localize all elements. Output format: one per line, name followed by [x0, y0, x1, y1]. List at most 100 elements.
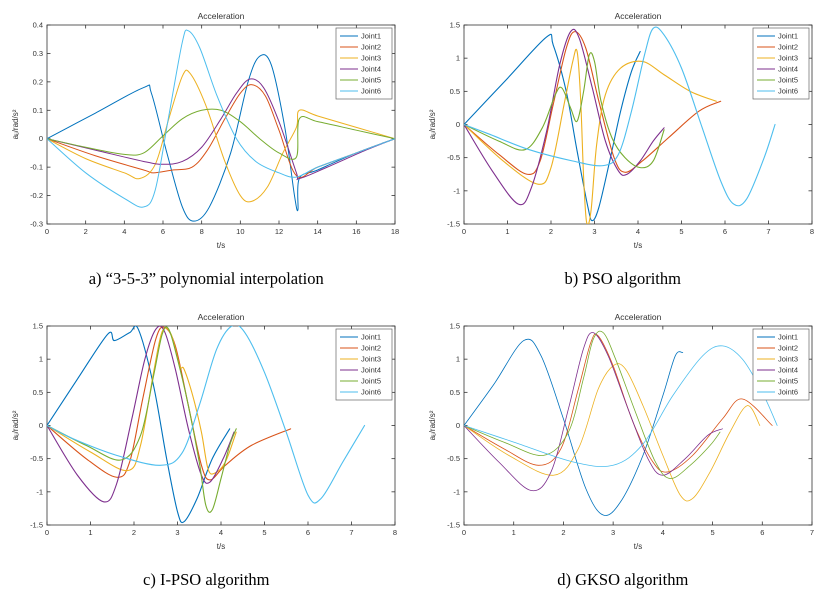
ticks-b: 0 1 2 3 4 5 6 7 8 -1.5 -1 -0.5 0 0.5 1 1.5	[447, 21, 814, 237]
svg-text:8: 8	[810, 227, 814, 236]
svg-text:0.5: 0.5	[33, 388, 43, 397]
legend-label-joint3: Joint3	[778, 54, 798, 63]
series-group-d	[463, 330, 778, 516]
svg-text:0: 0	[45, 227, 49, 236]
chart-title-d: Acceleration	[614, 312, 661, 322]
svg-text:-0.1: -0.1	[30, 163, 43, 172]
svg-text:1.5: 1.5	[449, 322, 459, 331]
svg-text:3: 3	[592, 227, 596, 236]
caption-c: c) I-PSO algorithm	[143, 570, 270, 589]
axes-box-a	[46, 24, 396, 225]
svg-text:0: 0	[456, 421, 460, 430]
caption-a: a) “3-5-3” polynomial interpolation	[88, 269, 324, 288]
svg-text:1: 1	[456, 355, 460, 364]
legend-d: Joint1 Joint2 Joint3 Joint4 Joint5 Joint6	[752, 328, 810, 401]
legend-label-joint2: Joint2	[778, 43, 798, 52]
legend-label-joint6: Joint6	[361, 87, 381, 96]
legend-label-joint2: Joint2	[361, 344, 381, 353]
svg-text:0.3: 0.3	[33, 49, 43, 58]
xlabel-a: t/s	[217, 241, 225, 250]
svg-text:18: 18	[391, 227, 399, 236]
svg-text:-1.5: -1.5	[447, 521, 460, 530]
legend-label-joint3: Joint3	[361, 355, 381, 364]
svg-text:-0.5: -0.5	[30, 454, 43, 463]
caption-d: d) GKSO algorithm	[557, 570, 689, 589]
legend-a: Joint1 Joint2 Joint3 Joint4 Joint5 Joint6	[335, 27, 393, 100]
panel-c: 0 1 2 3 4 5 6 7 8 -1.5 -1 -0.5 0 0.5 1 1.5 Acceleration t…	[6, 309, 407, 608]
svg-text:7: 7	[810, 528, 814, 537]
legend-label-joint3: Joint3	[361, 54, 381, 63]
legend-label-joint4: Joint4	[361, 65, 381, 74]
svg-text:-1: -1	[37, 487, 44, 496]
series-joint3-c	[47, 327, 238, 475]
chart-title-b: Acceleration	[614, 11, 661, 21]
svg-text:-1: -1	[453, 186, 460, 195]
svg-text:6: 6	[161, 227, 165, 236]
svg-text:1.5: 1.5	[449, 21, 459, 30]
series-joint3-a	[47, 69, 396, 203]
svg-text:1: 1	[456, 54, 460, 63]
svg-text:7: 7	[350, 528, 354, 537]
svg-text:-0.3: -0.3	[30, 220, 43, 229]
svg-text:-1.5: -1.5	[447, 220, 460, 229]
svg-text:1: 1	[505, 227, 509, 236]
svg-text:-0.5: -0.5	[447, 454, 460, 463]
svg-text:6: 6	[760, 528, 764, 537]
svg-text:0: 0	[45, 528, 49, 537]
svg-text:0.5: 0.5	[449, 87, 459, 96]
svg-text:5: 5	[679, 227, 683, 236]
series-joint4-d	[463, 332, 723, 492]
series-joint4-a	[47, 78, 396, 181]
series-joint6-b	[463, 26, 776, 207]
legend-label-joint1: Joint1	[361, 333, 381, 342]
legend-label-joint5: Joint5	[778, 76, 798, 85]
legend-label-joint5: Joint5	[361, 377, 381, 386]
chart-pso-algorithm: 0 1 2 3 4 5 6 7 8 -1.5 -1 -0.5 0 0.5 1 1.5 Acceleration t…	[423, 8, 822, 253]
series-joint3-d	[463, 363, 760, 502]
svg-text:4: 4	[219, 528, 223, 537]
xlabel-b: t/s	[634, 241, 642, 250]
svg-text:12: 12	[275, 227, 283, 236]
svg-text:0.4: 0.4	[33, 21, 43, 30]
svg-text:1: 1	[511, 528, 515, 537]
svg-text:0: 0	[39, 134, 43, 143]
series-group-a	[47, 29, 396, 222]
chart-353-polynomial-interpolation: 0 2 4 6 8 10 12 14 16 18 -0.3 -0.2 -0.1 0 0.1 0.2 0.3 0.4…	[7, 8, 406, 253]
svg-text:1: 1	[89, 528, 93, 537]
legend-label-joint1: Joint1	[778, 32, 798, 41]
svg-text:0.2: 0.2	[33, 77, 43, 86]
series-joint6-c	[47, 326, 366, 504]
legend-label-joint1: Joint1	[778, 333, 798, 342]
svg-text:5: 5	[263, 528, 267, 537]
series-joint5-b	[463, 52, 665, 169]
svg-text:2: 2	[84, 227, 88, 236]
legend-label-joint4: Joint4	[361, 366, 381, 375]
chart-title-c: Acceleration	[198, 312, 245, 322]
svg-text:14: 14	[314, 227, 322, 236]
legend-label-joint2: Joint2	[361, 43, 381, 52]
svg-text:8: 8	[393, 528, 397, 537]
svg-text:2: 2	[132, 528, 136, 537]
svg-text:0: 0	[462, 528, 466, 537]
ticks-d: 0 1 2 3 4 5 6 7 -1.5 -1 -0.5 0 0.5 1 1.5	[447, 322, 814, 538]
svg-text:1: 1	[39, 355, 43, 364]
svg-text:0.5: 0.5	[449, 388, 459, 397]
ticks-c: 0 1 2 3 4 5 6 7 8 -1.5 -1 -0.5 0 0.5 1 1.5	[30, 322, 397, 538]
svg-text:4: 4	[661, 528, 665, 537]
series-joint1-c	[47, 326, 231, 524]
svg-text:-0.2: -0.2	[30, 191, 43, 200]
ylabel-b: aᵢⱼ/rad/s²	[428, 109, 437, 139]
legend-label-joint4: Joint4	[778, 65, 798, 74]
ylabel-d: aᵢⱼ/rad/s²	[428, 410, 437, 440]
svg-text:8: 8	[200, 227, 204, 236]
series-joint5-d	[463, 330, 721, 479]
svg-text:16: 16	[352, 227, 360, 236]
legend-label-joint5: Joint5	[361, 76, 381, 85]
legend-label-joint6: Joint6	[778, 388, 798, 397]
svg-text:0: 0	[456, 120, 460, 129]
xlabel-d: t/s	[634, 542, 642, 551]
chart-gkso-algorithm: 0 1 2 3 4 5 6 7 -1.5 -1 -0.5 0 0.5 1 1.5 Acceleration t/…	[423, 309, 822, 554]
series-joint2-b	[463, 31, 721, 176]
legend-label-joint1: Joint1	[361, 32, 381, 41]
